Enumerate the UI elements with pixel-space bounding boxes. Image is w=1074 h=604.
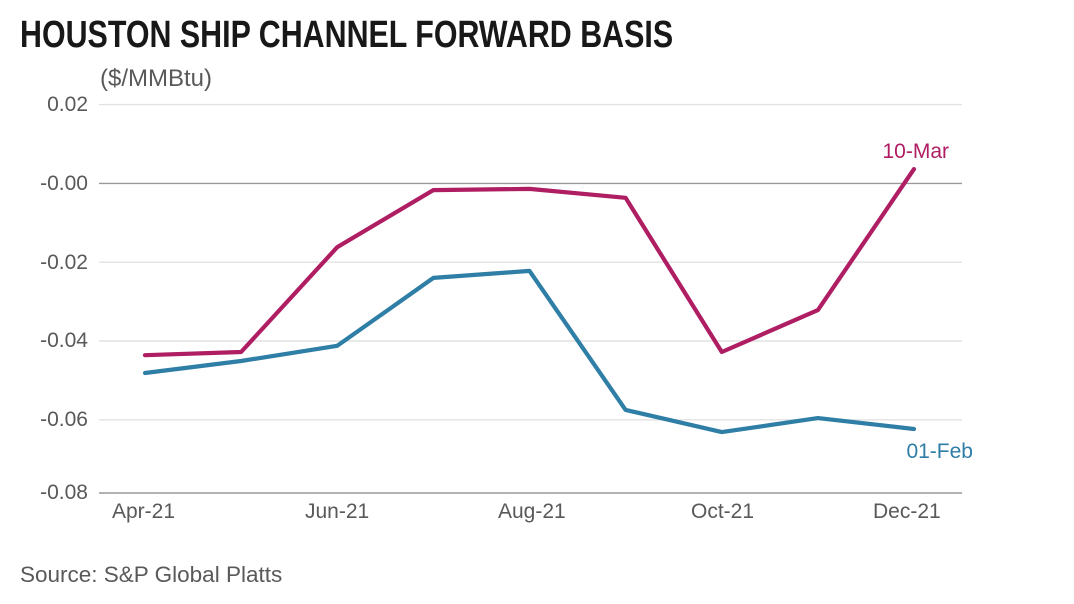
svg-text:-0.04: -0.04 (40, 329, 88, 352)
svg-text:Dec-21: Dec-21 (873, 500, 941, 523)
svg-text:-0.08: -0.08 (40, 481, 88, 504)
svg-text:-0.00: -0.00 (40, 172, 88, 195)
svg-text:-0.06: -0.06 (40, 408, 88, 431)
svg-text:-0.02: -0.02 (40, 251, 88, 274)
svg-text:10-Mar: 10-Mar (882, 140, 949, 163)
svg-text:Apr-21: Apr-21 (112, 500, 175, 523)
svg-text:Oct-21: Oct-21 (691, 500, 754, 523)
svg-text:0.02: 0.02 (47, 93, 88, 116)
svg-text:01-Feb: 01-Feb (906, 440, 973, 463)
svg-text:Aug-21: Aug-21 (498, 500, 566, 523)
svg-text:Jun-21: Jun-21 (305, 500, 369, 523)
